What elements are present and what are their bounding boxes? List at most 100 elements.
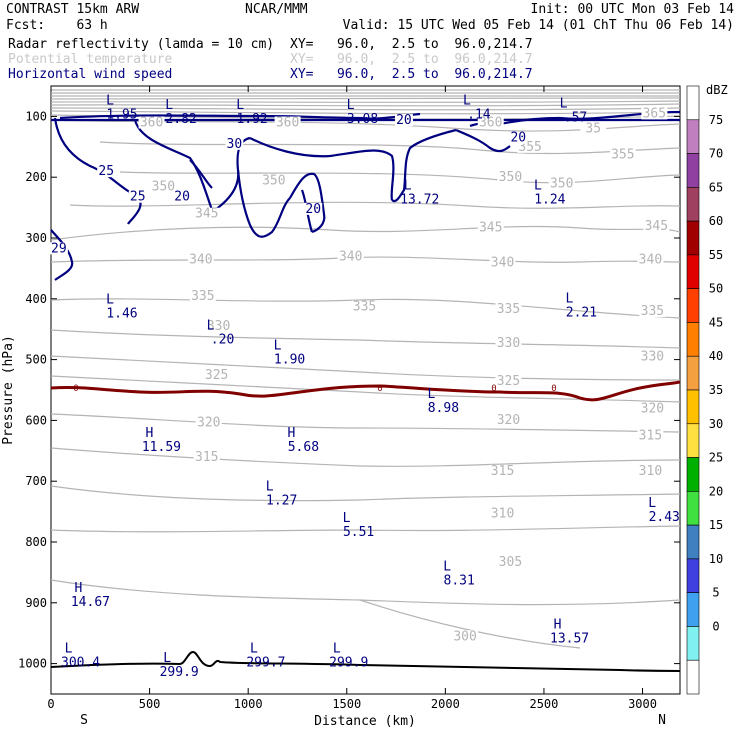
colorbar-level: 5 — [712, 586, 719, 600]
field-wind-xy: XY= 96.0, 2.5 to 96.0,214.7 — [290, 67, 533, 82]
colorbar-level: 0 — [712, 619, 719, 633]
theta-label: 340 — [339, 249, 362, 264]
freezing-level-label: 0 — [551, 384, 556, 394]
x-tick-label: 2500 — [529, 697, 558, 711]
wind-label-layer: 25 25 20 20 30 20 20 29 — [49, 113, 528, 256]
model-title: CONTRAST 15km ARW — [6, 2, 139, 17]
colorbar-level: 15 — [709, 518, 723, 532]
extremum-kind: L — [648, 496, 656, 511]
forecast-hour: Fcst: 63 h — [6, 18, 108, 33]
colorbar-swatch — [686, 592, 700, 627]
colorbar-level: 45 — [709, 315, 723, 329]
theta-label-bg — [189, 289, 216, 302]
wind-label: 20 — [396, 113, 412, 128]
freezing-level-label: 0 — [491, 384, 496, 394]
theta-label: 35 — [585, 122, 601, 137]
theta-label: 325 — [497, 374, 520, 389]
extremum-kind: L — [565, 292, 573, 307]
y-tick-label: 900 — [25, 596, 47, 610]
valid-time: Valid: 15 UTC Wed 05 Feb 14 (01 ChT Thu … — [343, 18, 734, 33]
theta-label-bg — [495, 374, 522, 387]
theta-label-bg — [489, 507, 516, 520]
theta-label-bg — [580, 122, 607, 135]
theta-label-bg — [495, 337, 522, 350]
colorbar-swatch — [686, 254, 700, 289]
theta-label-bg — [477, 116, 504, 129]
wind-label-bg — [49, 242, 68, 255]
colorbar-swatch — [686, 626, 700, 661]
extremum-value: 2.21 — [566, 306, 597, 321]
extremum-kind: L — [65, 642, 73, 657]
colorbar-level: 10 — [709, 552, 723, 566]
x-axis: 0 500 1000 1500 2000 2500 3000 — [47, 86, 657, 711]
extremum-kind: L — [343, 511, 351, 526]
y-tick-label: 1000 — [18, 657, 47, 671]
y-tick-label: 300 — [25, 231, 47, 245]
x-end-left: S — [80, 713, 88, 728]
theta-label: 335 — [497, 302, 520, 317]
extremum-kind: L — [534, 178, 542, 193]
x-tick-label: 2000 — [431, 697, 460, 711]
theta-label: 330 — [207, 319, 230, 334]
theta-label: 360 — [479, 116, 502, 131]
theta-label-bg — [641, 107, 668, 120]
wind-label: 20 — [510, 131, 526, 146]
theta-label-bg — [187, 253, 214, 266]
extremum-kind: L — [266, 479, 274, 494]
extremum-value: .14 — [467, 107, 491, 122]
y-tick-label: 500 — [25, 353, 47, 367]
colorbar-swatch — [686, 524, 700, 560]
colorbar-swatch — [686, 288, 700, 323]
extremum-kind: L — [347, 98, 355, 113]
y-tick-label: 100 — [25, 109, 47, 123]
colorbar-unit: dBZ — [706, 83, 728, 97]
x-axis-title: Distance (km) — [314, 714, 416, 729]
x-tick-label: 1000 — [234, 697, 263, 711]
extremum-kind: L — [163, 651, 171, 666]
theta-label: 360 — [140, 116, 163, 131]
extremum-value: 1.90 — [274, 352, 305, 367]
theta-label-bg — [193, 207, 220, 220]
field-theta-xy: XY= 96.0, 2.5 to 96.0,214.7 — [290, 52, 533, 67]
extremum-kind: L — [236, 98, 244, 113]
extremum-value: 5.68 — [288, 440, 319, 455]
extremum-kind: L — [404, 178, 412, 193]
theta-label-bg — [643, 219, 670, 232]
theta-label: 310 — [639, 464, 662, 479]
theta-label: 335 — [191, 289, 214, 304]
wind-label-bg — [97, 165, 116, 178]
theta-label-bg — [477, 221, 504, 234]
theta-label-bg — [260, 174, 287, 187]
wind-label-bg — [509, 131, 528, 144]
theta-label: 345 — [195, 207, 218, 222]
extremum-value: 5.51 — [343, 525, 374, 540]
extremum-kind: L — [165, 98, 173, 113]
theta-label: 335 — [353, 300, 376, 315]
extremum-kind: L — [427, 387, 435, 402]
x-tick-label: 500 — [139, 697, 161, 711]
colorbar-level: 70 — [709, 147, 723, 161]
extremum-kind: L — [463, 93, 471, 108]
theta-label-bg — [337, 250, 364, 263]
y-tick-label: 600 — [25, 413, 47, 427]
theta-label: 345 — [479, 221, 502, 236]
extremum-kind: L — [106, 293, 114, 308]
x-end-right: N — [658, 713, 666, 728]
theta-label-bg — [497, 556, 524, 569]
wind-label: 30 — [227, 137, 243, 152]
colorbar-level: 35 — [709, 383, 723, 397]
colorbar-level: 55 — [709, 248, 723, 262]
extremum-value: 299.9 — [160, 665, 199, 680]
extremum-value: .57 — [564, 110, 587, 125]
theta-label-bg — [495, 413, 522, 426]
theta-label-bg — [637, 429, 664, 442]
colorbar-level: 25 — [709, 451, 723, 465]
theta-label-bg — [637, 464, 664, 477]
theta-label: 365 — [643, 106, 666, 121]
colorbar-swatch — [686, 389, 700, 425]
y-tick-label: 800 — [25, 535, 47, 549]
extremum-value: 1.46 — [106, 307, 137, 322]
